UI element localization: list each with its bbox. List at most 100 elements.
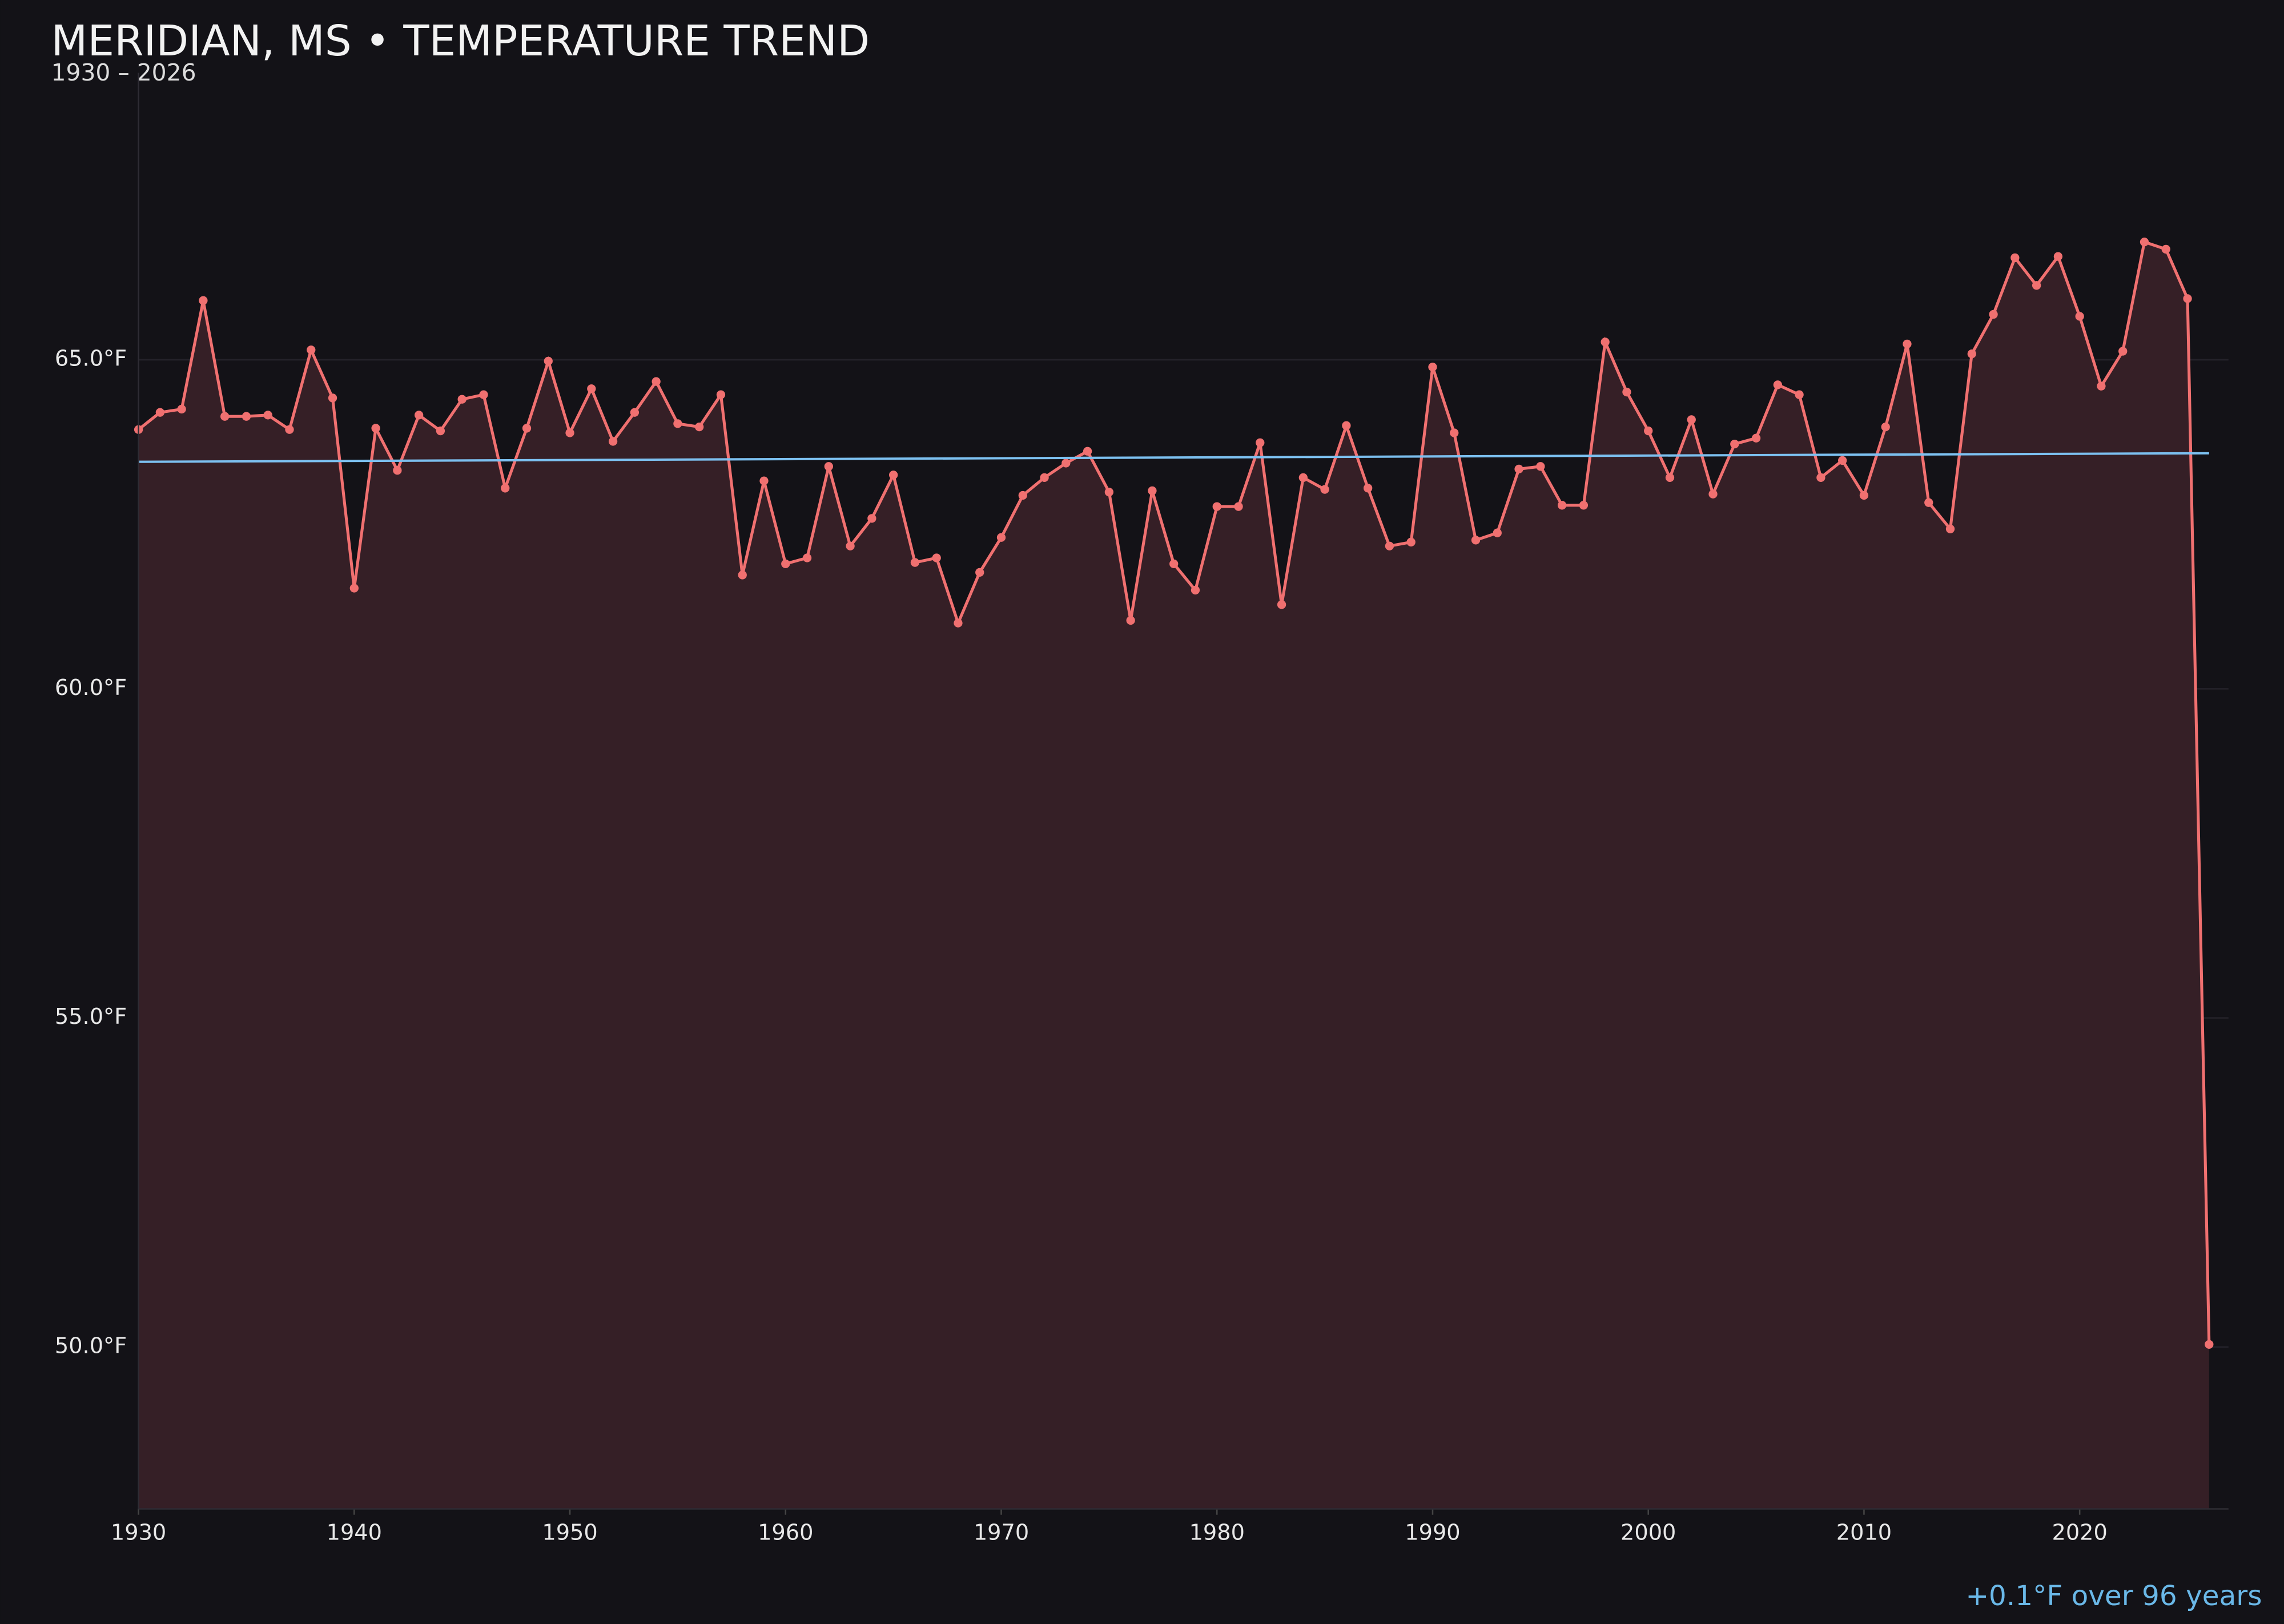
point: [1364, 484, 1373, 493]
point: [716, 390, 726, 399]
point: [673, 419, 682, 428]
x-tick-label: 1990: [1405, 1520, 1460, 1545]
point: [220, 412, 230, 421]
point: [738, 570, 747, 580]
point: [1536, 462, 1545, 471]
trend-annotation: +0.1°F over 96 years: [1965, 1580, 2262, 1612]
point: [177, 404, 186, 414]
point: [1342, 421, 1351, 430]
point: [307, 345, 316, 355]
point: [565, 428, 574, 437]
point: [371, 424, 380, 433]
point: [1385, 541, 1394, 550]
point: [501, 484, 510, 493]
x-tick-label: 1960: [758, 1520, 813, 1545]
point: [2097, 381, 2106, 391]
x-tick-label: 2020: [2052, 1520, 2107, 1545]
point: [1795, 390, 1804, 399]
point: [2161, 244, 2170, 254]
point: [910, 558, 920, 567]
point: [199, 296, 208, 305]
point: [1234, 502, 1243, 511]
point: [522, 424, 532, 433]
y-tick-label: 60.0°F: [55, 675, 127, 701]
point: [1320, 485, 1329, 494]
chart-subtitle: 1930 – 2026: [51, 59, 196, 86]
x-tick-label: 1980: [1189, 1520, 1245, 1545]
area: [138, 242, 2209, 1509]
point: [1816, 473, 1825, 483]
point: [1191, 585, 1200, 595]
x-tick-label: 2010: [1836, 1520, 1892, 1545]
point: [1665, 473, 1675, 483]
x-tick-label: 2000: [1620, 1520, 1676, 1545]
point: [1773, 380, 1782, 389]
point: [1212, 502, 1221, 511]
point: [1708, 489, 1718, 499]
point: [587, 384, 596, 393]
point: [1859, 491, 1869, 500]
point: [457, 395, 467, 404]
point: [1471, 536, 1481, 545]
chart-title: MERIDIAN, MS • TEMPERATURE TREND: [51, 17, 870, 66]
point: [2205, 1340, 2214, 1349]
point: [1277, 600, 1286, 609]
point: [1601, 337, 1610, 347]
point: [1061, 459, 1071, 468]
point: [1644, 426, 1653, 436]
point: [846, 541, 855, 550]
point: [867, 514, 876, 523]
point: [1083, 447, 1092, 456]
point: [263, 411, 272, 420]
point: [1967, 349, 1976, 359]
point: [328, 393, 337, 403]
point: [1903, 339, 1912, 349]
point: [2053, 252, 2063, 261]
x-tick-label: 1930: [111, 1520, 166, 1545]
point: [1148, 486, 1157, 496]
point: [1557, 501, 1567, 510]
point: [1687, 415, 1696, 424]
point: [1838, 456, 1847, 465]
point: [2010, 253, 2020, 263]
point: [1989, 309, 1998, 319]
x-tick-label: 1970: [974, 1520, 1029, 1545]
point: [888, 471, 898, 480]
point: [824, 462, 833, 471]
point: [975, 568, 984, 577]
y-tick-label: 50.0°F: [55, 1333, 127, 1358]
point: [1622, 387, 1631, 397]
point: [479, 390, 488, 399]
point: [2032, 281, 2041, 290]
point: [285, 425, 294, 434]
point: [1493, 528, 1502, 537]
point: [393, 466, 402, 475]
point: [349, 584, 359, 593]
point: [1945, 524, 1955, 533]
point: [436, 426, 445, 436]
point: [759, 476, 769, 485]
point: [1256, 438, 1265, 447]
x-tick-label: 1940: [327, 1520, 382, 1545]
point: [695, 422, 704, 432]
point: [2183, 294, 2192, 303]
point: [414, 411, 424, 420]
y-tick-label: 55.0°F: [55, 1004, 127, 1030]
point: [1104, 488, 1114, 497]
point: [781, 559, 790, 569]
point: [1126, 616, 1135, 625]
trend-line: [138, 452, 2209, 463]
point: [1924, 498, 1933, 507]
point: [1428, 363, 1437, 372]
point: [2075, 312, 2084, 321]
point: [608, 437, 618, 446]
point: [1881, 422, 1890, 432]
point: [954, 618, 963, 628]
point: [2118, 347, 2128, 356]
point: [932, 553, 941, 562]
point: [155, 408, 165, 417]
point: [1450, 428, 1459, 437]
point: [652, 377, 661, 386]
